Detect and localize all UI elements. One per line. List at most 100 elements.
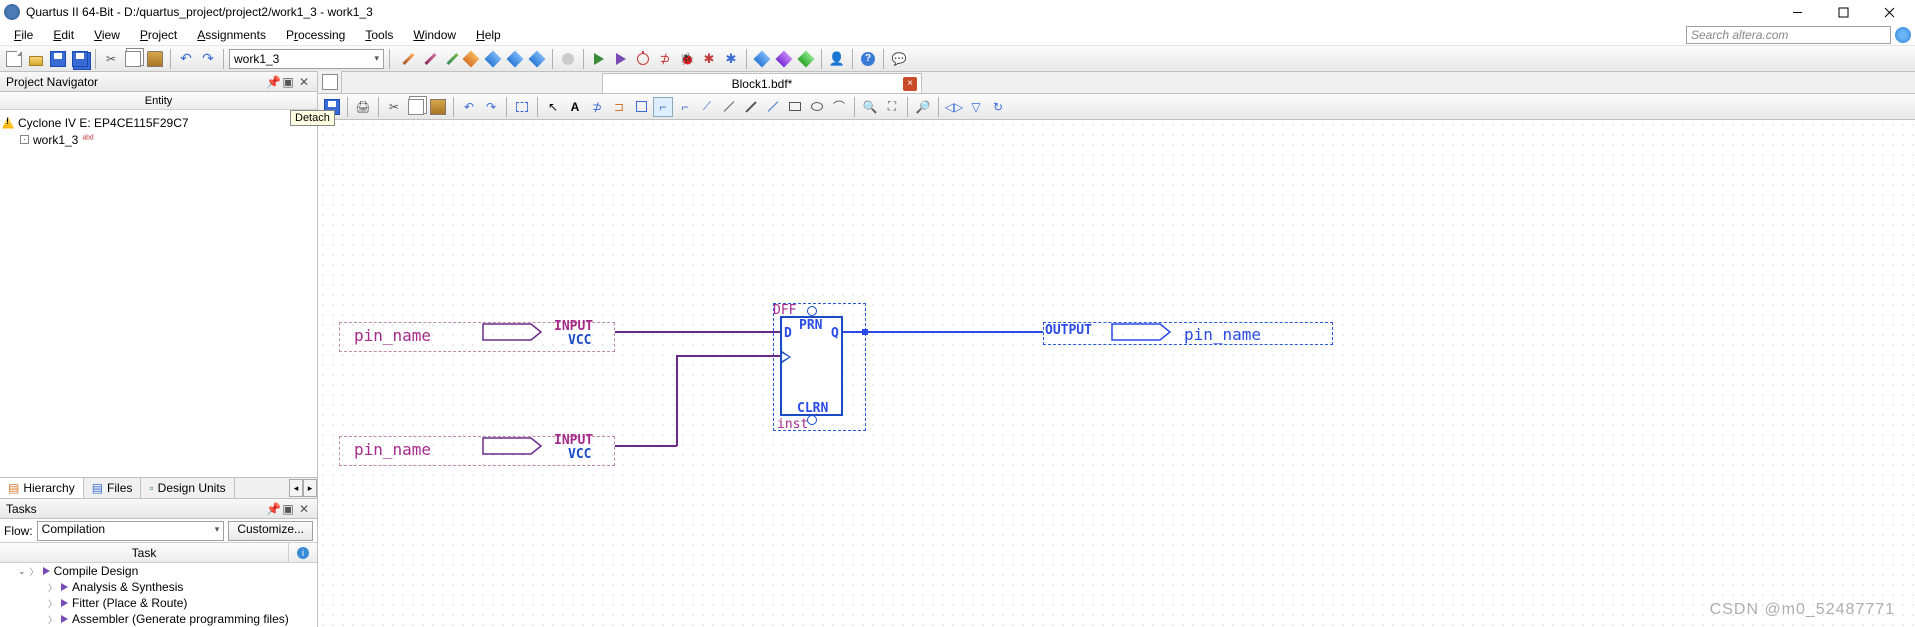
ed-flip-v-icon[interactable]: ▽ xyxy=(966,97,986,117)
stop-grey-icon[interactable] xyxy=(558,49,578,69)
tasks-dock-icon[interactable]: ▣ xyxy=(281,501,295,517)
wire-q[interactable] xyxy=(843,331,1043,333)
menu-help[interactable]: Help xyxy=(466,26,511,44)
ed-line3-icon[interactable] xyxy=(763,97,783,117)
gate-icon[interactable]: ⊅ xyxy=(655,49,675,69)
net-blue-icon[interactable]: ✱ xyxy=(721,49,741,69)
cut-icon[interactable]: ✂ xyxy=(101,49,121,69)
wire-d[interactable] xyxy=(615,331,780,333)
wire-clk-h2[interactable] xyxy=(676,355,780,357)
diamond-blue-icon[interactable] xyxy=(483,49,503,69)
task-info-icon[interactable]: i xyxy=(289,543,317,562)
ed-oval-icon[interactable] xyxy=(807,97,827,117)
tab-scroll-left[interactable]: ◂ xyxy=(289,479,303,497)
ed-pin-icon[interactable]: ⊐ xyxy=(609,97,629,117)
ed-diagonal-icon[interactable]: ⟋ xyxy=(697,97,717,117)
play-icon[interactable] xyxy=(589,49,609,69)
maximize-button[interactable] xyxy=(1829,2,1857,22)
flow-combo[interactable]: Compilation xyxy=(37,521,225,541)
task-analysis-synthesis[interactable]: 〉 Analysis & Synthesis xyxy=(0,579,317,595)
ed-select-icon[interactable] xyxy=(512,97,532,117)
new-file-icon[interactable] xyxy=(4,49,24,69)
dock-icon[interactable]: ▣ xyxy=(281,74,295,90)
tasks-pin-icon[interactable]: 📌 xyxy=(265,501,279,517)
net-red-icon[interactable]: ✱ xyxy=(699,49,719,69)
tasks-close-icon[interactable]: ✕ xyxy=(297,501,311,517)
wire-clk-v[interactable] xyxy=(676,356,678,446)
editor-home-icon[interactable] xyxy=(318,71,342,93)
customize-button[interactable]: Customize... xyxy=(228,521,313,541)
search-input[interactable]: Search altera.com xyxy=(1686,26,1891,44)
wand-icon[interactable] xyxy=(395,49,415,69)
menu-assignments[interactable]: Assignments xyxy=(187,26,276,44)
save-icon[interactable] xyxy=(48,49,68,69)
editor-tab-close-icon[interactable]: × xyxy=(903,77,917,91)
tab-hierarchy[interactable]: ▤Hierarchy xyxy=(0,478,84,498)
panel-close-icon[interactable]: ✕ xyxy=(297,74,311,90)
tree-expand-icon[interactable]: · xyxy=(20,135,29,144)
editor-tab-block1[interactable]: Block1.bdf* × xyxy=(602,73,922,93)
menu-tools[interactable]: Tools xyxy=(355,26,403,44)
ed-find-icon[interactable]: 🔎 xyxy=(913,97,933,117)
pin-icon[interactable]: 📌 xyxy=(265,74,279,90)
menu-file[interactable]: File xyxy=(4,26,43,44)
ed-symbol-icon[interactable]: ⊅ xyxy=(587,97,607,117)
play-purple-icon[interactable] xyxy=(611,49,631,69)
ed-text-icon[interactable]: A xyxy=(565,97,585,117)
ed-line1-icon[interactable] xyxy=(719,97,739,117)
ed-rotate-icon[interactable]: ↻ xyxy=(988,97,1008,117)
ed-flip-h-icon[interactable]: ◁▷ xyxy=(944,97,964,117)
diamond-orange-icon[interactable] xyxy=(461,49,481,69)
wire-clk-h1[interactable] xyxy=(615,445,677,447)
diamond-blue2-icon[interactable] xyxy=(505,49,525,69)
tab-design-units[interactable]: ▫Design Units xyxy=(141,478,234,498)
person-icon[interactable]: 👤 xyxy=(827,49,847,69)
menu-edit[interactable]: Edit xyxy=(43,26,84,44)
tab-scroll-right[interactable]: ▸ xyxy=(303,479,317,497)
entity-tree[interactable]: Cyclone IV E: EP4CE115F29C7 · work1_3 ᵃᵇ… xyxy=(0,110,317,477)
open-file-icon[interactable] xyxy=(26,49,46,69)
ed-zoom-fit-icon[interactable]: ⛶ xyxy=(882,97,902,117)
wand2-icon[interactable] xyxy=(417,49,437,69)
project-combo[interactable]: work1_3 xyxy=(229,49,384,69)
ed-undo-icon[interactable]: ↶ xyxy=(459,97,479,117)
balloon-icon[interactable]: 💬 xyxy=(889,49,909,69)
paste-icon[interactable] xyxy=(145,49,165,69)
menu-processing[interactable]: Processing xyxy=(276,26,355,44)
ed-zoom-icon[interactable]: 🔍 xyxy=(860,97,880,117)
ed-pointer-icon[interactable]: ↖ xyxy=(543,97,563,117)
close-button[interactable] xyxy=(1875,2,1903,22)
ed-arc-icon[interactable]: ⌒ xyxy=(829,97,849,117)
bug-icon[interactable]: 🐞 xyxy=(677,49,697,69)
undo-icon[interactable]: ↶ xyxy=(176,49,196,69)
ed-block-icon[interactable] xyxy=(631,97,651,117)
ed-cut-icon[interactable]: ✂ xyxy=(384,97,404,117)
diamond-blue4-icon[interactable] xyxy=(752,49,772,69)
ed-orthogonal2-icon[interactable]: ⌐ xyxy=(675,97,695,117)
ed-line2-icon[interactable] xyxy=(741,97,761,117)
menu-window[interactable]: Window xyxy=(403,26,466,44)
task-compile-design[interactable]: ⌄ 〉 Compile Design xyxy=(0,563,317,579)
diamond-blue3-icon[interactable] xyxy=(527,49,547,69)
diamond-green-icon[interactable] xyxy=(796,49,816,69)
help-icon[interactable]: ? xyxy=(858,49,878,69)
ed-orthogonal-tool-icon[interactable]: ⌐ xyxy=(653,97,673,117)
redo-icon[interactable]: ↷ xyxy=(198,49,218,69)
wand3-icon[interactable] xyxy=(439,49,459,69)
diamond-purple-icon[interactable] xyxy=(774,49,794,69)
task-assembler[interactable]: 〉 Assembler (Generate programming files) xyxy=(0,611,317,627)
menu-view[interactable]: View xyxy=(84,26,130,44)
globe-icon[interactable] xyxy=(1895,27,1911,43)
tab-files[interactable]: ▤Files xyxy=(84,478,142,498)
ed-paste-icon[interactable] xyxy=(428,97,448,117)
minimize-button[interactable] xyxy=(1783,2,1811,22)
save-all-icon[interactable] xyxy=(70,49,90,69)
tree-device-row[interactable]: Cyclone IV E: EP4CE115F29C7 xyxy=(2,114,315,131)
task-fitter[interactable]: 〉 Fitter (Place & Route) xyxy=(0,595,317,611)
ed-redo-icon[interactable]: ↷ xyxy=(481,97,501,117)
tree-entity-row[interactable]: · work1_3 ᵃᵇᵈ xyxy=(2,131,315,148)
stopwatch-icon[interactable] xyxy=(633,49,653,69)
copy-icon[interactable] xyxy=(123,49,143,69)
menu-project[interactable]: Project xyxy=(130,26,187,44)
ed-copy-icon[interactable] xyxy=(406,97,426,117)
